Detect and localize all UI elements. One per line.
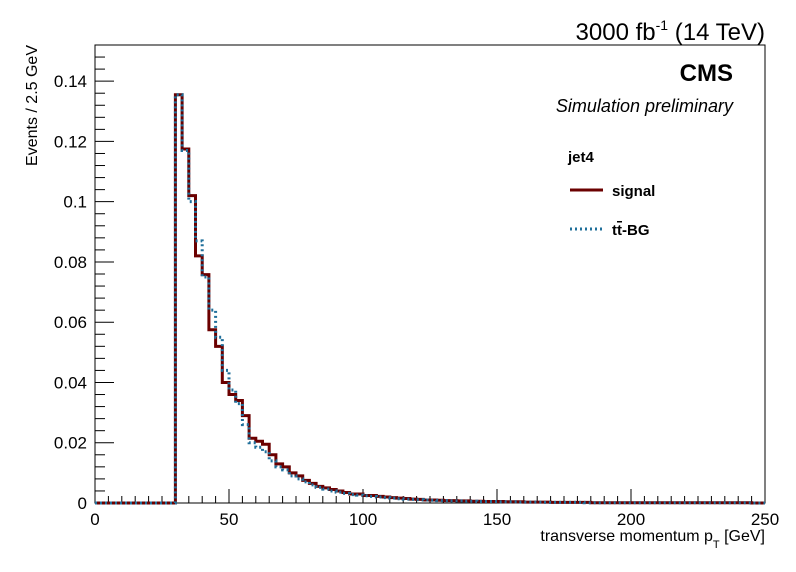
chart-subtitle: Simulation preliminary [556,96,734,116]
lumi-exponent: -1 [656,17,669,33]
experiment-label: CMS [680,60,733,87]
x-tick-label: 200 [617,510,645,529]
y-axis-title: Events / 2.5 GeV [24,45,41,166]
series-ttbar-line [95,93,765,505]
y-tick-label: 0.06 [54,313,87,332]
x-tick-label: 250 [751,510,779,529]
x-axis-title-main: transverse momentum p [540,528,713,545]
x-axis-title-sub: T [713,539,720,551]
x-tick-label: 0 [90,510,99,529]
lumi-energy: (14 TeV) [668,19,765,46]
x-axis-ticks: 0 50 100 150 200 250 [90,489,779,529]
y-axis-ticks: 0 0.02 0.04 0.06 0.08 0.1 0.12 0.14 [54,44,114,513]
series-layer [95,93,765,505]
legend-ttbar-t: t [612,222,617,239]
legend-label-ttbar: tt-BG [612,222,650,239]
x-axis-title-unit: [GeV] [720,528,765,545]
lumi-label: 3000 fb-1 (14 TeV) [576,17,765,46]
y-tick-label: 0.02 [54,434,87,453]
x-tick-label: 50 [220,510,239,529]
legend-ttbar-suffix: -BG [622,222,650,239]
y-tick-label: 0 [78,494,87,513]
x-axis-title: transverse momentum pT [GeV] [540,528,765,551]
x-tick-label: 150 [483,510,511,529]
series-signal-line [95,93,765,505]
y-tick-label: 0.14 [54,72,87,91]
lumi-main: 3000 fb [576,19,656,46]
legend-ttbar-tbar: t [617,222,622,239]
x-tick-label: 100 [349,510,377,529]
legend-label-signal: signal [612,183,655,200]
legend: jet4 signal tt-BG [567,149,655,239]
y-tick-label: 0.12 [54,132,87,151]
y-tick-label: 0.1 [63,193,87,212]
legend-header: jet4 [567,149,595,166]
y-tick-label: 0.04 [54,373,87,392]
y-tick-label: 0.08 [54,253,87,272]
